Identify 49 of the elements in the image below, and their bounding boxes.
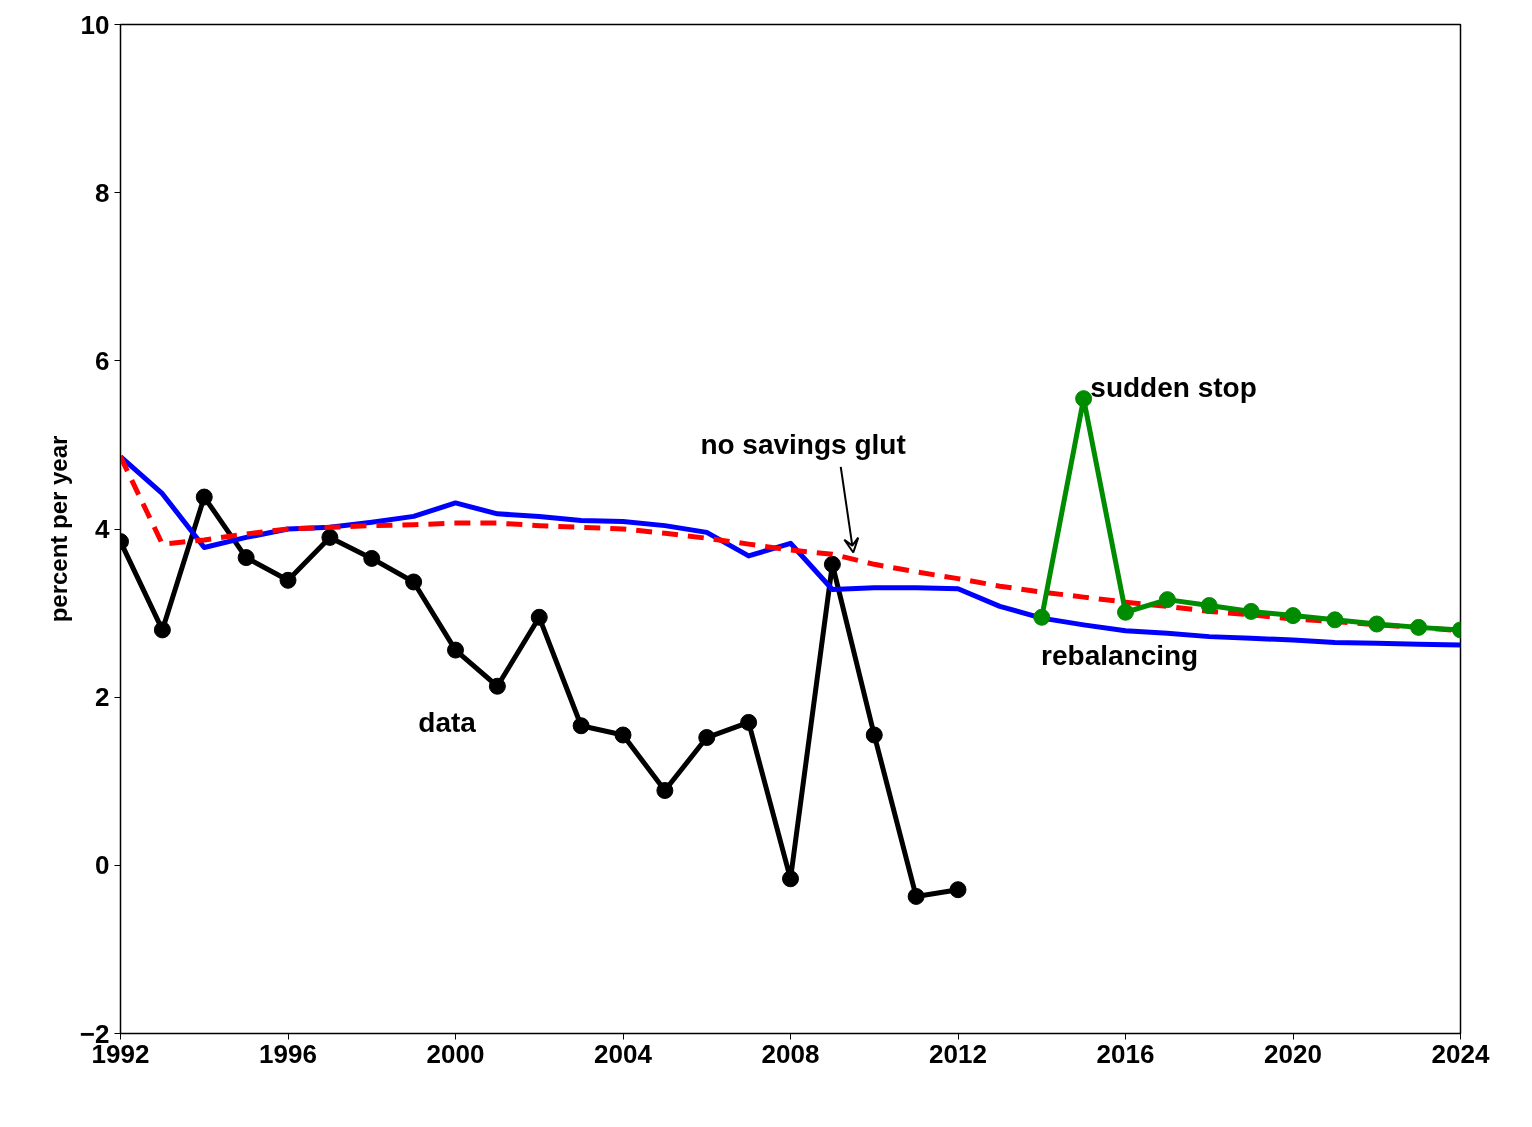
y-tick-label: 8 <box>95 177 110 208</box>
x-tick-label: 1996 <box>259 1038 317 1069</box>
point <box>1033 608 1051 626</box>
point <box>195 488 213 506</box>
x-tick-label: 2004 <box>594 1038 653 1069</box>
point <box>1242 602 1260 620</box>
point <box>321 528 339 546</box>
point <box>614 726 632 744</box>
x-tick-label: 2020 <box>1264 1038 1322 1069</box>
point <box>1368 615 1386 633</box>
point <box>1158 591 1176 609</box>
point <box>447 641 464 659</box>
y-tick-label: 4 <box>95 514 111 544</box>
point <box>1117 603 1134 621</box>
x-tick-label: 2000 <box>426 1038 485 1069</box>
y-tick-label: 6 <box>95 345 110 376</box>
point <box>405 573 423 591</box>
point <box>488 677 506 695</box>
y-axis-title: percent per year <box>44 435 72 623</box>
point <box>572 717 590 735</box>
point <box>237 549 255 567</box>
point <box>363 549 381 567</box>
x-tick-label: 2012 <box>929 1038 987 1069</box>
x-tick-label: 2024 <box>1431 1038 1490 1069</box>
point <box>740 713 758 731</box>
point <box>698 729 716 747</box>
x-tick-label: 2008 <box>761 1038 820 1069</box>
point <box>1326 611 1344 629</box>
point <box>865 726 883 744</box>
point <box>153 621 171 639</box>
series-label: sudden stop <box>1090 372 1257 404</box>
point <box>1200 597 1218 614</box>
point <box>949 881 967 899</box>
text: no savings glut <box>700 429 906 461</box>
point <box>1410 618 1428 636</box>
y-tick-label: 2 <box>95 682 110 713</box>
point <box>782 870 799 888</box>
y-tick-label: 10 <box>80 9 110 40</box>
point <box>656 782 674 799</box>
point <box>1075 390 1093 408</box>
point <box>907 887 925 905</box>
point <box>530 608 548 626</box>
point <box>823 555 841 573</box>
point <box>1284 607 1302 625</box>
series-label: data <box>418 706 477 738</box>
x-tick-label: 2016 <box>1096 1038 1155 1069</box>
series-label: rebalancing <box>1041 639 1199 671</box>
y-tick-label: 0 <box>95 850 110 881</box>
point <box>279 571 297 589</box>
